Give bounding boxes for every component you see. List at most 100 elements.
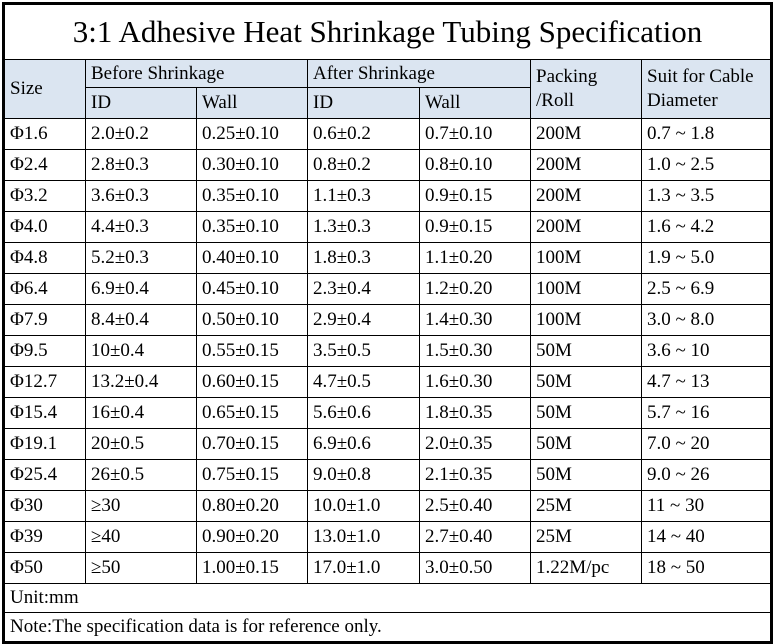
table-cell: 100M (530, 304, 642, 336)
header-packing-roll: Packing /Roll (530, 59, 642, 119)
table-cell: 1.3±0.3 (307, 211, 420, 243)
page-title: 3:1 Adhesive Heat Shrinkage Tubing Speci… (3, 3, 772, 60)
table-cell: 0.40±0.10 (196, 242, 308, 274)
table-cell: 20±0.5 (85, 428, 197, 460)
table-cell: 200M (530, 211, 642, 243)
table-row: Φ15.4 16±0.4 0.65±0.15 5.6±0.6 1.8±0.35 50M 5.… (3, 397, 772, 429)
table-cell: 2.5±0.40 (419, 490, 531, 522)
table-cell: Φ39 (3, 521, 86, 553)
table-cell: 200M (530, 118, 642, 150)
table-cell: 50M (530, 335, 642, 367)
table-cell: 50M (530, 428, 642, 460)
table-row: Φ12.7 13.2±0.4 0.60±0.15 4.7±0.5 1.6±0.30 50M… (3, 366, 772, 398)
table-cell: 0.55±0.15 (196, 335, 308, 367)
table-cell: 4.7 ~ 13 (641, 366, 772, 398)
table-cell: 1.5±0.30 (419, 335, 531, 367)
table-cell: 8.4±0.4 (85, 304, 197, 336)
table-cell: 5.6±0.6 (307, 397, 420, 429)
table-cell: 1.22M/pc (530, 552, 642, 584)
table-cell: 0.70±0.15 (196, 428, 308, 460)
table-cell: Φ1.6 (3, 118, 86, 150)
table-cell: 2.9±0.4 (307, 304, 420, 336)
header-row-groups: Size Before Shrinkage After Shrinkage Pa… (3, 59, 772, 119)
table-cell: 1.1±0.20 (419, 242, 531, 274)
header-packing-line1: Packing (536, 66, 598, 88)
table-cell: 3.6 ~ 10 (641, 335, 772, 367)
table-cell: ≥50 (85, 552, 197, 584)
table-cell: 18 ~ 50 (641, 552, 772, 584)
table-cell: 10±0.4 (85, 335, 197, 367)
table-cell: 0.7±0.10 (419, 118, 531, 150)
table-cell: 9.0 ~ 26 (641, 459, 772, 491)
header-suit-line2: Diameter (647, 90, 718, 111)
header-id-before: ID (85, 87, 197, 119)
table-cell: 1.4±0.30 (419, 304, 531, 336)
table-cell: 2.0±0.2 (85, 118, 197, 150)
table-cell: 1.3 ~ 3.5 (641, 180, 772, 212)
table-row: Φ4.0 4.4±0.3 0.35±0.10 1.3±0.3 0.9±0.15 200M 1… (3, 211, 772, 243)
header-wall-after: Wall (419, 87, 531, 119)
header-suit-cable-diameter: Suit for Cable Diameter (641, 59, 772, 119)
table-cell: 2.3±0.4 (307, 273, 420, 305)
table-cell: 25M (530, 490, 642, 522)
table-cell: 13.2±0.4 (85, 366, 197, 398)
table-cell: 1.9 ~ 5.0 (641, 242, 772, 274)
table-cell: 2.7±0.40 (419, 521, 531, 553)
header-before-shrinkage: Before Shrinkage (85, 59, 308, 88)
header-after-shrinkage: After Shrinkage (307, 59, 531, 88)
table-cell: 6.9±0.4 (85, 273, 197, 305)
table-cell: 0.8±0.2 (307, 149, 420, 181)
table-cell: 10.0±1.0 (307, 490, 420, 522)
table-cell: 0.90±0.20 (196, 521, 308, 553)
table-row: Φ50 ≥50 1.00±0.15 17.0±1.0 3.0±0.50 1.22M/pc 1… (3, 552, 772, 584)
table-cell: 7.0 ~ 20 (641, 428, 772, 460)
table-cell: 3.6±0.3 (85, 180, 197, 212)
table-cell: 0.50±0.10 (196, 304, 308, 336)
table-cell: Φ9.5 (3, 335, 86, 367)
table-cell: 0.6±0.2 (307, 118, 420, 150)
table-row: Φ9.5 10±0.4 0.55±0.15 3.5±0.5 1.5±0.30 50M 3.6… (3, 335, 772, 367)
unit-row: Unit:mm (3, 583, 772, 613)
unit-label: Unit:mm (3, 583, 772, 613)
table-cell: 0.25±0.10 (196, 118, 308, 150)
table-cell: Φ15.4 (3, 397, 86, 429)
table-cell: 1.6 ~ 4.2 (641, 211, 772, 243)
table-cell: 2.1±0.35 (419, 459, 531, 491)
table-row: Φ3.2 3.6±0.3 0.35±0.10 1.1±0.3 0.9±0.15 200M 1… (3, 180, 772, 212)
header-wall-before: Wall (196, 87, 308, 119)
table-cell: 17.0±1.0 (307, 552, 420, 584)
table-cell: 25M (530, 521, 642, 553)
table-cell: Φ4.0 (3, 211, 86, 243)
table-cell: 4.4±0.3 (85, 211, 197, 243)
table-cell: 50M (530, 459, 642, 491)
table-cell: 13.0±1.0 (307, 521, 420, 553)
table-cell: Φ19.1 (3, 428, 86, 460)
table-cell: 0.30±0.10 (196, 149, 308, 181)
table-cell: 14 ~ 40 (641, 521, 772, 553)
table-cell: Φ30 (3, 490, 86, 522)
table-row: Φ7.9 8.4±0.4 0.50±0.10 2.9±0.4 1.4±0.30 100M 3… (3, 304, 772, 336)
table-cell: Φ25.4 (3, 459, 86, 491)
table-cell: 0.75±0.15 (196, 459, 308, 491)
table-cell: 100M (530, 273, 642, 305)
table-cell: 0.35±0.10 (196, 180, 308, 212)
table-cell: 1.8±0.35 (419, 397, 531, 429)
table-cell: 0.9±0.15 (419, 180, 531, 212)
table-cell: 5.7 ~ 16 (641, 397, 772, 429)
table-cell: 0.60±0.15 (196, 366, 308, 398)
table-row: Φ4.8 5.2±0.3 0.40±0.10 1.8±0.3 1.1±0.20 100M 1… (3, 242, 772, 274)
table-cell: Φ3.2 (3, 180, 86, 212)
table-row: Φ30 ≥30 0.80±0.20 10.0±1.0 2.5±0.40 25M 11 ~ 3… (3, 490, 772, 522)
table-cell: 100M (530, 242, 642, 274)
table-row: Φ25.4 26±0.5 0.75±0.15 9.0±0.8 2.1±0.35 50M 9.… (3, 459, 772, 491)
table-cell: Φ50 (3, 552, 86, 584)
table-cell: 0.80±0.20 (196, 490, 308, 522)
table-row: Φ39 ≥40 0.90±0.20 13.0±1.0 2.7±0.40 25M 14 ~ 4… (3, 521, 772, 553)
table-cell: 2.0±0.35 (419, 428, 531, 460)
table-row: Φ19.1 20±0.5 0.70±0.15 6.9±0.6 2.0±0.35 50M 7.… (3, 428, 772, 460)
header-suit-line1: Suit for Cable (647, 66, 754, 88)
table-cell: Φ7.9 (3, 304, 86, 336)
table-cell: Φ6.4 (3, 273, 86, 305)
